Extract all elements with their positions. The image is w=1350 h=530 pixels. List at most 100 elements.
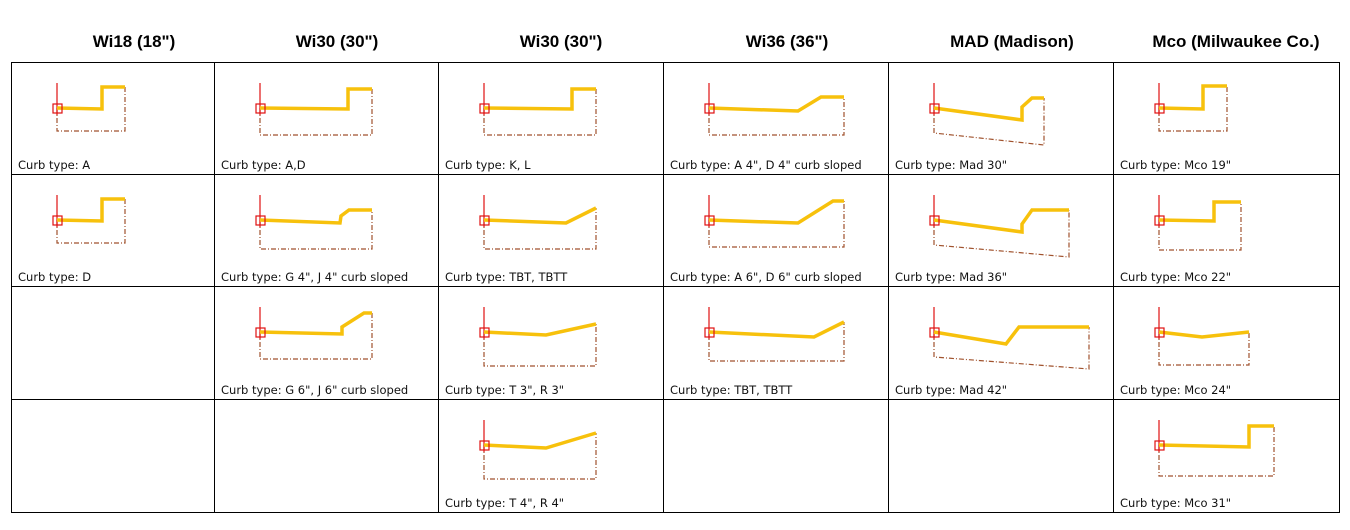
origin-marker	[704, 327, 715, 338]
curb-cell: Curb type: A 6", D 6" curb sloped	[664, 175, 889, 287]
curb-type-caption: Curb type: TBT, TBTT	[445, 270, 568, 284]
curb-cell: Curb type: TBT, TBTT	[664, 287, 889, 400]
curb-profile-diagram	[255, 83, 373, 136]
origin-marker	[52, 103, 63, 114]
curb-cell: Curb type: G 4", J 4" curb sloped	[215, 175, 439, 287]
curb-type-caption: Curb type: Mco 22"	[1120, 270, 1232, 284]
curb-profile-line	[1158, 200, 1241, 223]
curb-profile-line	[56, 85, 125, 111]
curb-cell: Curb type: Mco 31"	[1114, 400, 1340, 513]
curb-type-table: Curb type: A Curb type: D Curb type: A,D Cu…	[11, 62, 1340, 513]
curb-profile-line	[483, 322, 597, 337]
curb-profile-diagram	[479, 420, 597, 480]
curb-profile-line	[1158, 84, 1227, 111]
origin-marker	[479, 327, 490, 338]
curb-cell: Curb type: A	[12, 63, 215, 175]
curb-profile-diagram	[52, 83, 126, 132]
section-outline	[483, 89, 597, 136]
curb-cell: Curb type: Mad 42"	[889, 287, 1114, 400]
origin-marker	[704, 103, 715, 114]
curb-type-caption: Curb type: Mad 30"	[895, 158, 1008, 172]
curb-cell: Curb type: T 4", R 4"	[439, 400, 664, 513]
section-outline	[259, 313, 373, 360]
section-outline	[1158, 86, 1228, 132]
curb-profile-diagram	[1154, 420, 1275, 477]
curb-profile-line	[483, 87, 596, 111]
origin-marker	[1154, 215, 1165, 226]
origin-marker	[479, 103, 490, 114]
section-outline	[56, 87, 126, 132]
section-outline	[933, 327, 1090, 370]
curb-profile-line	[56, 197, 125, 223]
curb-profile-diagram	[1154, 307, 1250, 366]
curb-type-caption: Curb type: Mco 24"	[1120, 383, 1232, 397]
curb-profile-diagram	[929, 83, 1045, 146]
section-outline	[259, 210, 373, 250]
column-header-wi36-36: Wi36 (36")	[745, 32, 829, 51]
section-outline	[56, 199, 126, 244]
origin-marker	[929, 215, 940, 226]
empty-cell	[664, 400, 889, 513]
empty-cell	[215, 400, 439, 513]
origin-marker	[255, 215, 266, 226]
curb-profile-diagram	[479, 83, 597, 136]
curb-profile-line	[483, 431, 597, 450]
curb-profile-diagram	[52, 195, 126, 244]
curb-cell: Curb type: Mco 19"	[1114, 63, 1340, 175]
section-outline	[483, 324, 597, 367]
curb-profile-line	[259, 311, 372, 336]
empty-cell	[889, 400, 1114, 513]
curb-profile-diagram	[929, 195, 1070, 258]
curb-profile-line	[1158, 424, 1274, 449]
section-outline	[708, 201, 845, 248]
curb-type-caption: Curb type: A,D	[221, 158, 306, 172]
curb-cell: Curb type: T 3", R 3"	[439, 287, 664, 400]
curb-cell: Curb type: G 6", J 6" curb sloped	[215, 287, 439, 400]
curb-profile-line	[933, 325, 1089, 346]
curb-profile-line	[259, 208, 372, 225]
curb-profile-diagram	[704, 195, 845, 248]
origin-marker	[255, 103, 266, 114]
origin-marker	[704, 215, 715, 226]
section-outline	[933, 98, 1045, 146]
origin-marker	[255, 327, 266, 338]
curb-type-caption: Curb type: G 6", J 6" curb sloped	[221, 383, 409, 397]
section-outline	[708, 322, 845, 362]
section-outline	[259, 89, 373, 136]
curb-type-caption: Curb type: A 4", D 4" curb sloped	[670, 158, 862, 172]
curb-profile-diagram	[479, 307, 597, 367]
curb-profile-line	[708, 320, 845, 339]
origin-marker	[1154, 327, 1165, 338]
empty-cell	[12, 287, 215, 400]
column-header-wi18-18: Wi18 (18")	[92, 32, 176, 51]
curb-type-caption: Curb type: Mco 31"	[1120, 496, 1232, 510]
curb-profile-diagram	[479, 195, 597, 250]
column-header-mco-milwaukee-co: Mco (Milwaukee Co.)	[1152, 32, 1320, 51]
curb-type-caption: Curb type: A	[18, 158, 91, 172]
origin-marker	[52, 215, 63, 226]
origin-marker	[1154, 440, 1165, 451]
curb-type-caption: Curb type: G 4", J 4" curb sloped	[221, 270, 409, 284]
origin-marker	[1154, 103, 1165, 114]
curb-profile-diagram	[704, 307, 845, 362]
curb-type-caption: Curb type: T 4", R 4"	[445, 496, 565, 510]
column-header-wi30-30: Wi30 (30")	[295, 32, 379, 51]
curb-type-caption: Curb type: Mad 36"	[895, 270, 1008, 284]
curb-type-caption: Curb type: D	[18, 270, 92, 284]
section-outline	[933, 210, 1070, 258]
section-outline	[1158, 332, 1250, 366]
curb-cell: Curb type: Mco 24"	[1114, 287, 1340, 400]
curb-type-caption: Curb type: A 6", D 6" curb sloped	[670, 270, 862, 284]
curb-profile-line	[483, 206, 597, 225]
section-outline	[483, 208, 597, 250]
curb-type-caption: Curb type: T 3", R 3"	[445, 383, 565, 397]
column-header-mad-madison: MAD (Madison)	[950, 32, 1074, 51]
section-outline	[708, 97, 845, 136]
origin-marker	[929, 327, 940, 338]
curb-profile-line	[933, 208, 1069, 235]
curb-cell: Curb type: Mad 30"	[889, 63, 1114, 175]
section-outline	[1158, 202, 1242, 251]
empty-cell	[12, 400, 215, 513]
column-header-wi30-30: Wi30 (30")	[519, 32, 603, 51]
curb-cell: Curb type: D	[12, 175, 215, 287]
